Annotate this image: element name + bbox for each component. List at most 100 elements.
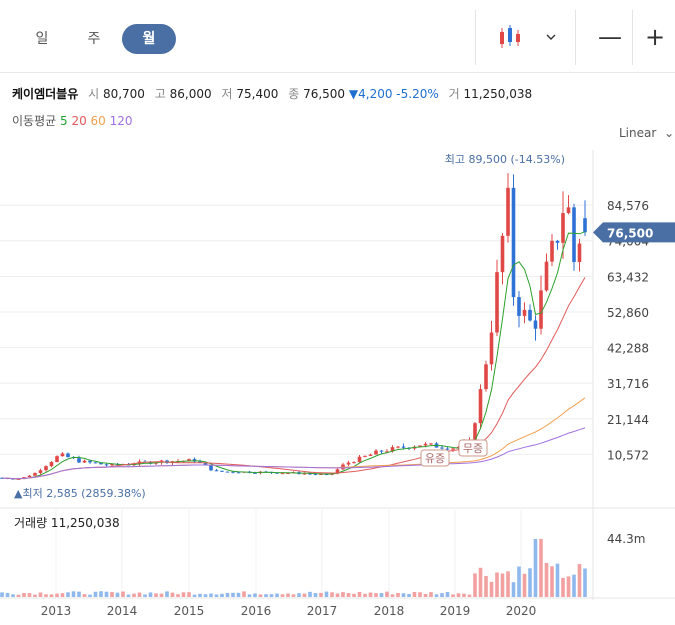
volume-bar [544, 562, 549, 597]
volume-bar [198, 593, 202, 597]
tab-month[interactable]: 월 [122, 24, 176, 54]
chevron-down-icon[interactable] [545, 24, 557, 54]
candle-body [489, 332, 494, 365]
volume-bar [115, 592, 120, 597]
volume-bar [473, 573, 477, 597]
x-tick-label: 2018 [374, 604, 405, 618]
volume-panel-title: 거래량 11,250,038 [14, 516, 120, 530]
top-toolbar: 일 주 월 — + [0, 0, 675, 73]
volume-value: 11,250,038 [463, 87, 533, 101]
candle-body [357, 456, 362, 463]
volume-bar [396, 592, 400, 597]
low-label: 저 [221, 87, 233, 101]
candle-body [528, 309, 532, 321]
candle-body [253, 472, 257, 474]
x-tick-label: 2020 [506, 604, 537, 618]
volume-bar [506, 571, 510, 597]
volume-bar [319, 592, 323, 597]
volume-bar [500, 573, 505, 597]
ma-line-120 [1, 427, 586, 480]
volume-bar [484, 576, 488, 597]
volume-bar [126, 594, 131, 597]
volume-bar [412, 591, 417, 597]
scale-mode-dropdown[interactable]: Linear ⌄ [619, 126, 674, 140]
volume-bar [561, 577, 565, 597]
volume-bar [385, 591, 389, 597]
volume-bar [341, 592, 345, 597]
candle-body [302, 473, 307, 475]
candle-body [93, 462, 98, 464]
volume-bar [275, 593, 279, 597]
candle-body [363, 455, 367, 457]
volume-bar [390, 594, 395, 597]
low-value: 75,400 [236, 87, 279, 101]
event-label: 유증 [425, 452, 445, 465]
volume-bar [330, 592, 334, 597]
volume-bar [176, 594, 180, 597]
candle-body [214, 470, 219, 472]
event-marker [420, 449, 450, 467]
zoom-out-button[interactable]: — [598, 23, 622, 51]
candle-body [544, 261, 549, 291]
candle-body [231, 471, 235, 473]
ma-legend-item-120[interactable]: 120 [105, 114, 133, 128]
ma-legend-item-20[interactable]: 20 [67, 114, 87, 128]
volume-bar [363, 593, 367, 597]
candle-body [385, 451, 389, 453]
volume-bar [27, 593, 32, 597]
ma-legend-item-60[interactable]: 60 [86, 114, 106, 128]
open-value: 80,700 [102, 87, 145, 101]
volume-bar [456, 593, 461, 597]
candlestick-icon[interactable] [498, 24, 524, 57]
candle-body [187, 459, 191, 461]
x-tick-label: 2014 [107, 604, 138, 618]
tab-week[interactable]: 주 [87, 31, 101, 47]
candle-body [401, 446, 406, 448]
volume-bar [225, 592, 230, 597]
volume-bar [231, 592, 235, 597]
volume-bar [572, 574, 576, 597]
candle-body [440, 447, 444, 449]
candle-body [379, 450, 384, 452]
volume-bar [407, 593, 411, 597]
volume-bar [462, 593, 466, 597]
candle-body [60, 453, 65, 457]
volume-bar [467, 594, 472, 597]
volume-bar [66, 592, 70, 597]
candle-body [583, 218, 587, 233]
event-label: 무증 [463, 442, 483, 455]
volume-bar [522, 573, 527, 597]
candle-body [88, 460, 92, 463]
current-price-tag [593, 222, 675, 243]
volume-bar [38, 592, 43, 597]
candle-body [33, 473, 37, 476]
volume-bar [77, 591, 81, 597]
high-label: 고 [154, 87, 166, 101]
x-tick-label: 2016 [241, 604, 272, 618]
volume-bar [203, 594, 208, 597]
candle-body [368, 454, 373, 456]
candle-body [555, 240, 560, 243]
volume-bar [104, 591, 109, 597]
ma-legend-item-5[interactable]: 5 [60, 114, 68, 128]
volume-bar [577, 564, 582, 597]
ma-legend-label: 이동평균 [12, 114, 57, 128]
volume-bar [528, 568, 532, 597]
zoom-in-button[interactable]: + [645, 23, 666, 51]
volume-bar [137, 592, 142, 597]
volume-bar [60, 593, 65, 597]
open-label: 시 [88, 87, 100, 101]
candle-body [275, 472, 279, 474]
candle-body [500, 235, 505, 273]
y-tick-label: 10,572 [607, 448, 649, 462]
volume-bar [236, 592, 241, 597]
candle-body [308, 473, 312, 475]
volume-bar [121, 591, 125, 597]
tab-day[interactable]: 일 [35, 31, 49, 47]
volume-bar [165, 591, 169, 597]
candle-body [533, 320, 538, 329]
volume-bar [478, 567, 483, 597]
volume-bar [308, 591, 312, 597]
volume-bar [286, 593, 290, 597]
